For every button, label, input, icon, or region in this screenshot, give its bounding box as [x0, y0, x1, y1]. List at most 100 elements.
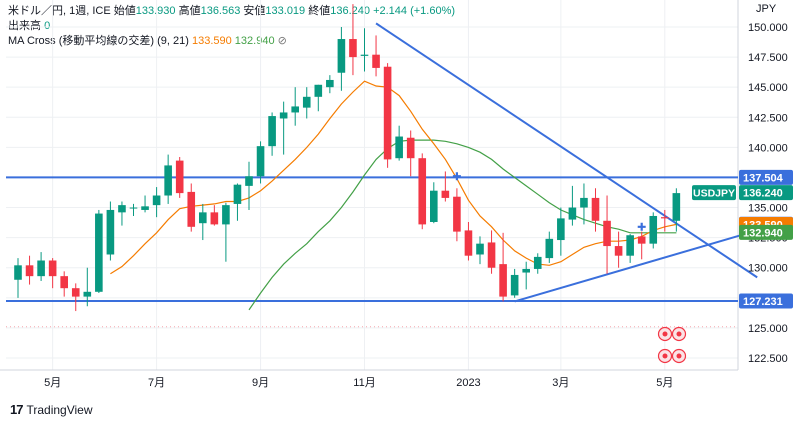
price-tick-label: 135.000 [748, 203, 788, 215]
ma-fast-value: 133.590 [191, 35, 232, 47]
candle-body[interactable] [383, 66, 392, 160]
candle-body[interactable] [510, 274, 519, 296]
candle-body[interactable] [603, 220, 611, 247]
candle-body[interactable] [291, 106, 299, 113]
change-value: +2.144 (+1.60%) [373, 5, 456, 17]
candle-body[interactable] [71, 288, 80, 297]
price-tick-label: 125.000 [748, 323, 788, 335]
candle-body[interactable] [141, 206, 149, 210]
hide-indicator-icon[interactable]: ⊘ [277, 35, 287, 47]
candle-body[interactable] [372, 54, 380, 68]
volume-label: 出来高 [8, 20, 41, 32]
candle-body[interactable] [464, 230, 473, 256]
price-label-box[interactable] [739, 224, 793, 240]
candle-body[interactable] [499, 264, 507, 297]
candle-body[interactable] [256, 146, 265, 177]
candle-body[interactable] [268, 116, 276, 147]
event-icon-dot [662, 331, 668, 337]
time-tick-label: 11月 [353, 377, 375, 389]
event-icon-dot [676, 331, 682, 337]
candle-body[interactable] [580, 197, 588, 208]
candle-body[interactable] [14, 265, 22, 280]
ma-slow-line [248, 139, 677, 311]
candle-body[interactable] [233, 184, 242, 204]
candle-body[interactable] [245, 176, 253, 186]
candle-body[interactable] [25, 265, 34, 277]
cross-marker-icon [637, 222, 646, 231]
candle-body[interactable] [37, 260, 45, 277]
volume-value: 0 [44, 20, 51, 32]
candle-body[interactable] [337, 39, 346, 73]
candle-body[interactable] [314, 84, 323, 97]
candle-body[interactable] [326, 79, 334, 88]
time-tick-label: 7月 [148, 377, 165, 389]
candle-body[interactable] [406, 137, 415, 159]
price-label-box[interactable] [739, 185, 793, 201]
candle-body[interactable] [661, 217, 669, 219]
candle-body[interactable] [614, 246, 623, 256]
candle-body[interactable] [672, 193, 681, 221]
high-value: 136.563 [200, 5, 241, 17]
event-icon-dot [676, 353, 682, 359]
time-tick-label: 5月 [656, 377, 673, 389]
close-label: 終値 [308, 5, 331, 17]
price-label-text: 132.940 [743, 227, 783, 239]
candle-body[interactable] [649, 215, 658, 244]
candle-body[interactable] [175, 160, 184, 194]
tradingview-brand[interactable]: 17 TradingView [10, 402, 93, 417]
candle-body[interactable] [199, 212, 207, 224]
candle-body[interactable] [395, 136, 403, 159]
candle-body[interactable] [591, 197, 600, 221]
price-tick-label: 150.000 [748, 22, 788, 34]
candle-body[interactable] [360, 54, 369, 56]
candle-body[interactable] [637, 236, 646, 244]
open-value: 133.930 [135, 5, 176, 17]
trendline[interactable] [514, 229, 758, 303]
candle-body[interactable] [522, 268, 530, 273]
price-label-text: 137.504 [743, 172, 784, 184]
symbol-tag-text: USDJPY [693, 188, 735, 200]
candle-body[interactable] [302, 96, 311, 108]
tradingview-name: TradingView [26, 402, 93, 417]
candle-body[interactable] [279, 112, 288, 119]
candle-body[interactable] [129, 207, 138, 209]
price-label-box[interactable] [739, 169, 793, 185]
chart-header-line3[interactable]: MA Cross (移動平均線の交差) (9, 21) 133.590 132.… [8, 32, 287, 48]
candle-body[interactable] [118, 205, 126, 213]
price-label-text: 136.240 [743, 188, 783, 200]
cross-marker-icon [452, 172, 461, 181]
candle-body[interactable] [164, 165, 172, 196]
candle-body[interactable] [557, 218, 565, 241]
candle-body[interactable] [83, 291, 92, 297]
chart-header-line1: 米ドル／円, 1週, ICE 始値133.930 高値136.563 安値133… [8, 2, 455, 18]
price-tick-label: 140.000 [748, 142, 788, 154]
tradingview-logo-icon: 17 [10, 402, 24, 417]
candle-body[interactable] [441, 190, 450, 198]
trendline[interactable] [375, 22, 758, 279]
candle-body[interactable] [487, 242, 496, 268]
candle-body[interactable] [476, 243, 484, 255]
price-label-box[interactable] [739, 293, 793, 309]
candle-body[interactable] [60, 276, 68, 289]
price-tick-label: 142.500 [748, 112, 788, 124]
price-tick-label: 130.000 [748, 263, 788, 275]
candle-body[interactable] [418, 158, 427, 225]
candle-body[interactable] [430, 190, 438, 222]
candle-body[interactable] [152, 195, 161, 206]
ma-cross-label: MA Cross (移動平均線の交差) (9, 21) [8, 35, 189, 47]
candle-body[interactable] [568, 207, 577, 220]
candle-body[interactable] [106, 209, 115, 255]
candle-body[interactable] [210, 212, 219, 225]
candle-body[interactable] [626, 235, 634, 256]
time-tick-label: 9月 [252, 377, 269, 389]
candle-body[interactable] [453, 196, 461, 232]
symbol-tag-box[interactable] [692, 185, 736, 201]
candle-body[interactable] [349, 39, 357, 58]
candle-body[interactable] [545, 238, 554, 259]
candle-body[interactable] [95, 213, 103, 292]
candle-body[interactable] [187, 191, 196, 227]
candle-body[interactable] [222, 205, 230, 225]
candle-body[interactable] [533, 256, 542, 269]
candle-body[interactable] [48, 260, 57, 277]
